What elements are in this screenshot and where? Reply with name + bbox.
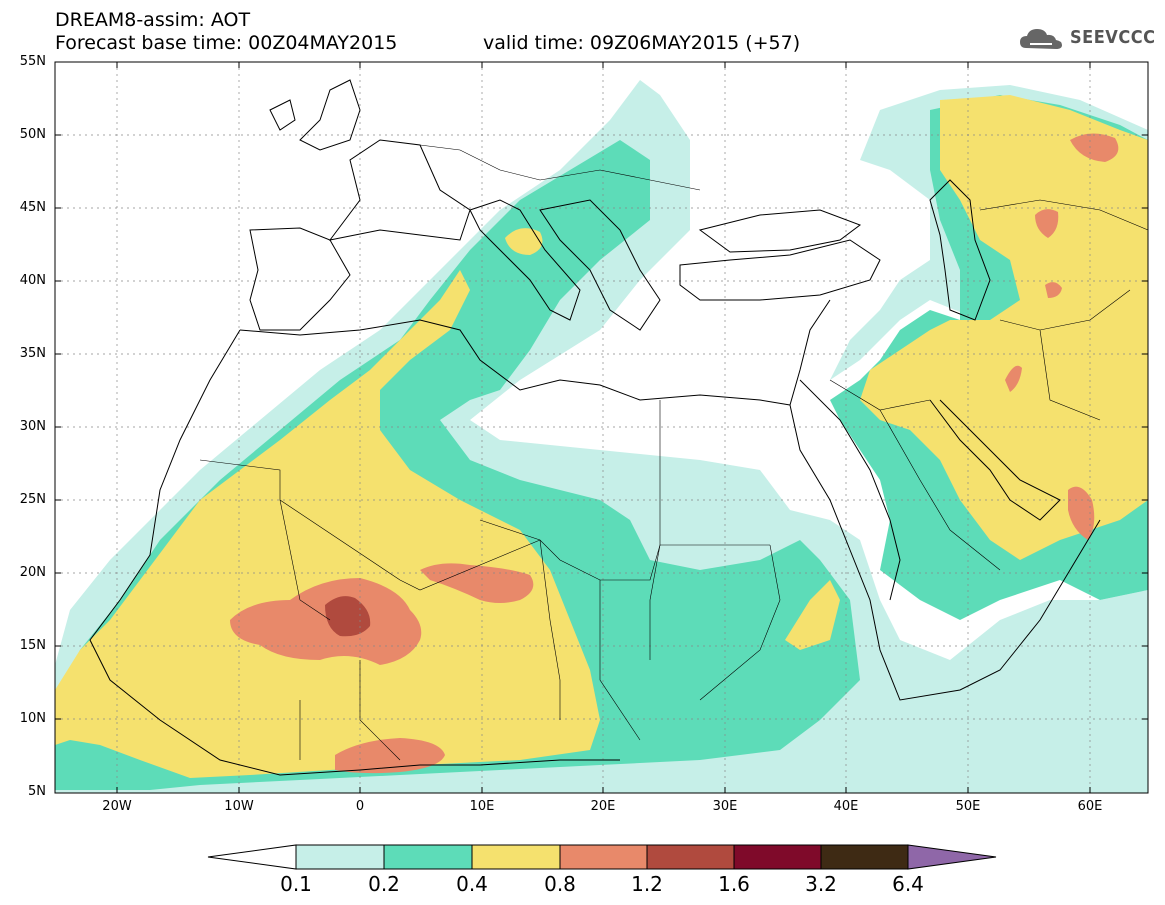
coastlines	[89, 79, 1101, 776]
valid-time: valid time: 09Z06MAY2015 (+57)	[483, 32, 801, 54]
colorbar	[207, 844, 997, 870]
logo-text: SEEVCCC	[1070, 27, 1156, 48]
aot-band-0.8-iran2	[1045, 282, 1062, 298]
aot-band-0.4	[55, 270, 600, 778]
aot-band-0.4-italy	[505, 228, 543, 255]
lat-label: 35N	[19, 346, 46, 361]
aot-band-0.8-iran	[1005, 365, 1022, 392]
lat-label: 20N	[19, 565, 46, 580]
colorbar-bin-1.2	[646, 844, 735, 870]
cloud-icon	[1020, 29, 1062, 49]
lat-label: 5N	[28, 784, 46, 799]
lon-label: 10E	[469, 799, 495, 814]
lon-label: 30E	[712, 799, 738, 814]
colorbar-under-triangle	[207, 844, 297, 870]
aot-band-1.2	[325, 596, 371, 637]
colorbar-label: 0.1	[280, 872, 312, 896]
lon-label: 60E	[1077, 799, 1103, 814]
aot-field	[55, 80, 1148, 793]
colorbar-label: 0.2	[368, 872, 400, 896]
colorbar-label: 1.2	[631, 872, 663, 896]
colorbar-over-triangle	[907, 844, 997, 870]
aot-band-0.4-east	[860, 95, 1148, 560]
colorbar-bin-3.2	[820, 844, 909, 870]
axis-ticks	[55, 62, 1148, 793]
colorbar-bin-0.1	[295, 844, 385, 870]
lon-label: 20W	[102, 799, 132, 814]
colorbar-bin-1.6	[733, 844, 822, 870]
aot-band-0.8-gulf	[335, 738, 445, 774]
aot-band-0.8-caspian	[1035, 209, 1059, 238]
lat-label: 40N	[19, 273, 46, 288]
country-borders	[199, 144, 1149, 761]
colorbar-label: 3.2	[805, 872, 837, 896]
lat-label: 30N	[19, 419, 46, 434]
lat-label: 50N	[19, 127, 46, 142]
aot-band-0.8-russia	[1070, 133, 1119, 162]
graticule	[55, 62, 1148, 793]
colorbar-bin-0.4	[471, 844, 561, 870]
lat-label: 10N	[19, 711, 46, 726]
aot-band-0.8-sahel	[230, 578, 422, 665]
colorbar-bin-0.2	[383, 844, 473, 870]
aot-band-0.4-redsea	[785, 580, 840, 650]
colorbar-label: 6.4	[892, 872, 924, 896]
lon-label: 20E	[590, 799, 616, 814]
lat-label: 45N	[19, 200, 46, 215]
colorbar-label: 0.4	[456, 872, 488, 896]
lat-label: 55N	[19, 54, 46, 69]
colorbar-bin-0.8	[559, 844, 648, 870]
colorbar-label: 0.8	[544, 872, 576, 896]
colorbar-label: 1.6	[718, 872, 750, 896]
lat-label: 15N	[19, 638, 46, 653]
lat-label: 25N	[19, 492, 46, 507]
lon-label: 40E	[833, 799, 859, 814]
forecast-base-time: Forecast base time: 00Z04MAY2015	[55, 32, 398, 54]
map-title: DREAM8-assim: AOT	[55, 9, 251, 31]
lon-label: 0	[355, 799, 365, 814]
lon-label: 10W	[224, 799, 254, 814]
lon-label: 50E	[955, 799, 981, 814]
